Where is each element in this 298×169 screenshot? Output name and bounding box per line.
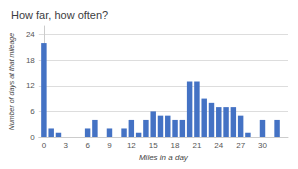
svg-text:6: 6 [85,141,90,150]
svg-text:12: 12 [127,141,136,150]
svg-text:12: 12 [26,81,35,90]
svg-text:30: 30 [258,141,267,150]
svg-text:15: 15 [149,141,158,150]
svg-text:24: 24 [26,30,35,39]
svg-text:How far, how often?: How far, how often? [11,9,108,21]
svg-text:Number of days at that mileage: Number of days at that mileage [8,33,16,130]
svg-text:18: 18 [26,56,35,65]
svg-text:0: 0 [42,141,47,150]
svg-text:0: 0 [30,133,35,142]
svg-text:9: 9 [107,141,112,150]
svg-text:Miles in a day: Miles in a day [139,153,189,162]
svg-text:27: 27 [236,141,245,150]
svg-text:3: 3 [64,141,69,150]
svg-text:21: 21 [192,141,201,150]
svg-text:18: 18 [171,141,180,150]
svg-text:6: 6 [30,107,35,116]
svg-text:24: 24 [214,141,223,150]
